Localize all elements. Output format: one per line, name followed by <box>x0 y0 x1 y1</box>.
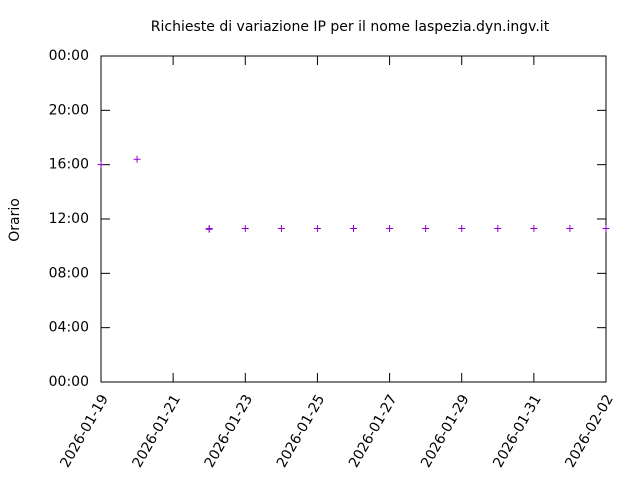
y-tick-label: 12:00 <box>49 211 89 227</box>
point <box>566 225 574 233</box>
chart-title: Richieste di variazione IP per il nome l… <box>151 19 550 35</box>
point <box>494 225 502 233</box>
point <box>386 225 394 233</box>
point <box>277 225 285 233</box>
y-tick-label: 20:00 <box>49 102 89 118</box>
y-tick-label: 08:00 <box>49 265 89 281</box>
point <box>241 225 249 233</box>
point <box>97 161 105 169</box>
y-tick-label: 00:00 <box>49 374 89 390</box>
point <box>422 225 430 233</box>
y-tick-label: 04:00 <box>49 320 89 336</box>
point <box>602 225 610 233</box>
point <box>530 225 538 233</box>
point <box>350 225 357 233</box>
point <box>458 225 466 233</box>
point <box>133 155 141 163</box>
y-tick-label: 16:00 <box>49 157 89 173</box>
y-axis-label: Orario <box>7 198 23 242</box>
y-tick-label: 00:00 <box>49 48 89 64</box>
point <box>205 225 213 233</box>
point <box>313 225 321 233</box>
